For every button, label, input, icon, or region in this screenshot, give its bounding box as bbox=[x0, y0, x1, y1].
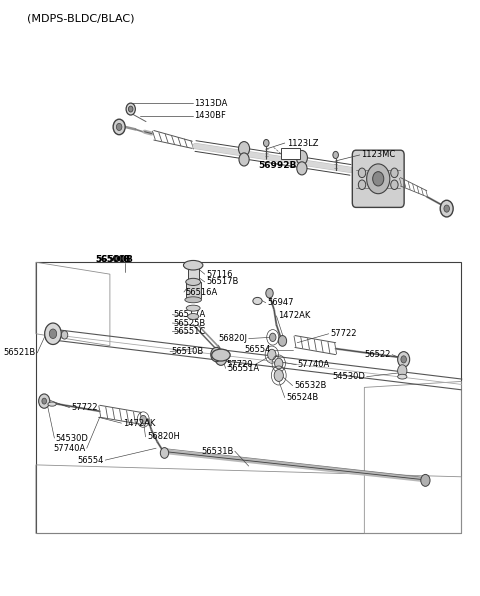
Circle shape bbox=[401, 356, 407, 363]
Bar bbox=[36, 262, 461, 533]
Circle shape bbox=[266, 288, 273, 298]
Circle shape bbox=[333, 151, 338, 159]
Circle shape bbox=[45, 323, 61, 344]
Circle shape bbox=[39, 394, 50, 408]
Text: 57720: 57720 bbox=[227, 360, 253, 370]
Circle shape bbox=[421, 474, 430, 486]
Text: 56532B: 56532B bbox=[294, 381, 326, 390]
Circle shape bbox=[113, 119, 125, 135]
Circle shape bbox=[278, 336, 287, 346]
Text: 1430BF: 1430BF bbox=[194, 111, 227, 120]
Circle shape bbox=[367, 164, 390, 194]
Circle shape bbox=[275, 358, 283, 369]
Ellipse shape bbox=[186, 278, 201, 285]
Text: 56554: 56554 bbox=[77, 455, 104, 465]
Text: 56517A: 56517A bbox=[174, 310, 206, 319]
FancyBboxPatch shape bbox=[352, 150, 404, 207]
Ellipse shape bbox=[212, 349, 230, 361]
Text: 56551A: 56551A bbox=[227, 364, 259, 373]
Text: 54530D: 54530D bbox=[332, 372, 365, 381]
Ellipse shape bbox=[253, 297, 262, 305]
Circle shape bbox=[444, 205, 449, 212]
Circle shape bbox=[296, 150, 307, 164]
Circle shape bbox=[239, 153, 249, 166]
Circle shape bbox=[61, 331, 68, 339]
Text: 1313DA: 1313DA bbox=[194, 98, 228, 108]
Text: 56500B: 56500B bbox=[95, 254, 133, 264]
Circle shape bbox=[391, 180, 398, 190]
Text: 57740A: 57740A bbox=[298, 360, 330, 370]
Circle shape bbox=[215, 350, 227, 365]
Text: 54530D: 54530D bbox=[56, 433, 89, 443]
Text: 1123MC: 1123MC bbox=[361, 150, 396, 160]
Text: 57740A: 57740A bbox=[53, 443, 85, 453]
Text: 57722: 57722 bbox=[71, 403, 97, 412]
Text: 1123LZ: 1123LZ bbox=[287, 138, 318, 148]
Text: 57722: 57722 bbox=[330, 329, 357, 339]
Circle shape bbox=[264, 139, 269, 147]
Circle shape bbox=[217, 350, 225, 360]
Circle shape bbox=[126, 103, 135, 115]
Circle shape bbox=[268, 349, 276, 360]
Circle shape bbox=[372, 172, 384, 186]
Text: 56517B: 56517B bbox=[206, 277, 239, 287]
Text: 56820H: 56820H bbox=[147, 432, 180, 442]
Text: 56551C: 56551C bbox=[174, 327, 206, 336]
Circle shape bbox=[297, 162, 307, 175]
Text: 56524B: 56524B bbox=[286, 393, 318, 402]
Text: 1472AK: 1472AK bbox=[278, 311, 310, 321]
Ellipse shape bbox=[397, 374, 407, 379]
Circle shape bbox=[274, 370, 283, 381]
Bar bbox=[186, 282, 201, 298]
Ellipse shape bbox=[48, 402, 56, 406]
Text: 56554: 56554 bbox=[244, 345, 271, 355]
Text: 56516A: 56516A bbox=[185, 287, 217, 297]
Circle shape bbox=[359, 168, 366, 178]
Ellipse shape bbox=[185, 297, 202, 303]
Text: 56522: 56522 bbox=[364, 350, 391, 359]
Circle shape bbox=[359, 180, 366, 190]
Text: 1472AK: 1472AK bbox=[123, 418, 155, 428]
Circle shape bbox=[269, 333, 276, 342]
Text: 56947: 56947 bbox=[267, 298, 294, 308]
Bar bbox=[188, 265, 199, 282]
Text: 56531B: 56531B bbox=[201, 446, 233, 456]
Circle shape bbox=[160, 448, 168, 458]
Circle shape bbox=[239, 142, 250, 156]
Circle shape bbox=[397, 352, 410, 367]
Bar bbox=[281, 148, 300, 159]
Ellipse shape bbox=[188, 313, 199, 319]
Ellipse shape bbox=[186, 305, 200, 311]
Text: 56525B: 56525B bbox=[174, 318, 206, 328]
Circle shape bbox=[49, 329, 57, 339]
Text: 56500B: 56500B bbox=[95, 254, 131, 264]
Circle shape bbox=[42, 398, 47, 404]
Text: (MDPS-BLDC/BLAC): (MDPS-BLDC/BLAC) bbox=[26, 13, 134, 23]
Ellipse shape bbox=[183, 260, 203, 270]
Circle shape bbox=[116, 123, 122, 131]
Circle shape bbox=[440, 200, 453, 217]
Text: 57116: 57116 bbox=[206, 269, 233, 279]
Text: 56992B: 56992B bbox=[258, 161, 296, 170]
Circle shape bbox=[397, 365, 407, 377]
Circle shape bbox=[129, 106, 133, 112]
Circle shape bbox=[140, 415, 146, 424]
Circle shape bbox=[391, 168, 398, 178]
Text: 56510B: 56510B bbox=[171, 347, 204, 356]
Text: 56820J: 56820J bbox=[218, 334, 247, 343]
Circle shape bbox=[211, 347, 222, 362]
Text: 56521B: 56521B bbox=[4, 348, 36, 358]
